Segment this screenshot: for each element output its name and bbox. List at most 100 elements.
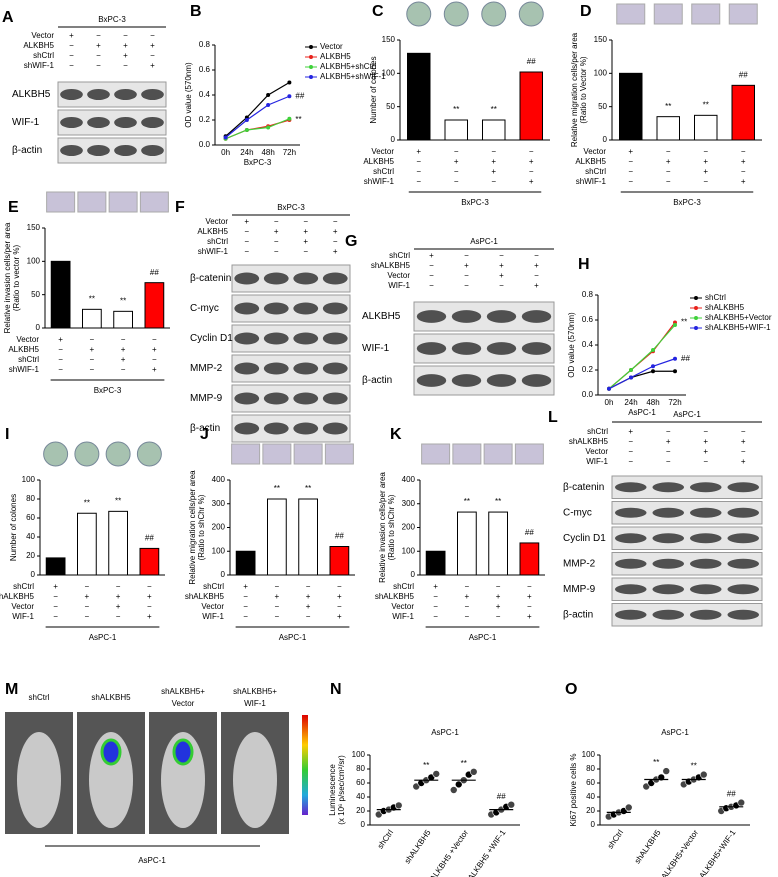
condition-sign: − [666, 147, 671, 156]
field-image [452, 443, 482, 465]
condition-sign: − [464, 251, 469, 260]
condition-sign: − [534, 251, 539, 260]
mouse-body [17, 732, 61, 828]
condition-sign: − [90, 365, 95, 374]
condition-sign: + [496, 592, 501, 601]
blot-strip [611, 526, 763, 550]
mouse-body [89, 732, 133, 828]
y-tick-label: 80 [356, 764, 365, 773]
y-tick-label: 100 [27, 256, 41, 265]
bar [77, 512, 97, 576]
y-tick-label: 50 [598, 102, 607, 111]
condition-sign: − [123, 31, 128, 40]
y-axis-label: Ki67 positive cells % [569, 754, 578, 827]
mouse-body [233, 732, 277, 828]
bar [519, 71, 543, 141]
bar [298, 498, 318, 576]
condition-name: ALKBH5 [197, 227, 228, 236]
condition-name: WIF-1 [202, 612, 224, 621]
significance: ** [491, 105, 497, 114]
significance: ** [305, 484, 311, 493]
condition-sign: − [274, 247, 279, 256]
blot-strip [611, 475, 763, 499]
y-tick-label: 0 [361, 820, 366, 829]
condition-sign: − [243, 612, 248, 621]
legend-marker [694, 326, 698, 330]
field-image [77, 191, 107, 213]
band [690, 507, 722, 518]
y-tick-label: 0.2 [582, 365, 594, 374]
bar [425, 550, 446, 576]
y-tick-label: 100 [382, 68, 396, 77]
y-tick-label: 20 [26, 551, 35, 560]
point [287, 116, 292, 121]
band [141, 117, 164, 128]
cell-line: AsPC-1 [673, 410, 701, 419]
field-image [691, 3, 721, 25]
condition-sign: − [529, 167, 534, 176]
dish-image [406, 1, 432, 27]
condition-sign: + [534, 281, 539, 290]
condition-name: shWIF-1 [198, 247, 229, 256]
condition-sign: + [741, 177, 746, 186]
bar [267, 498, 287, 576]
condition-name: Vector [391, 602, 414, 611]
band [60, 89, 83, 100]
band [486, 374, 517, 387]
band-label: β-actin [190, 423, 220, 434]
condition-sign: + [96, 41, 101, 50]
bar [656, 116, 680, 141]
y-tick-label: 20 [586, 806, 595, 815]
band-label: Cyclin D1 [563, 533, 606, 544]
condition-sign: − [333, 237, 338, 246]
condition-sign: − [53, 602, 58, 611]
point [507, 800, 516, 809]
y-tick-label: 400 [212, 475, 226, 484]
condition-name: shCtrl [203, 582, 224, 591]
condition-sign: − [244, 227, 249, 236]
condition-name: shCtrl [13, 582, 34, 591]
bar [113, 310, 133, 329]
point [266, 125, 271, 130]
condition-sign: + [150, 61, 155, 70]
bar [457, 511, 477, 576]
condition-sign: − [147, 582, 152, 591]
band [322, 422, 348, 435]
significance: ## [525, 528, 534, 537]
band [263, 392, 289, 405]
band [615, 584, 647, 595]
bar [444, 119, 468, 141]
point [432, 770, 441, 778]
significance: ** [423, 761, 429, 770]
condition-sign: − [58, 345, 63, 354]
band [690, 533, 722, 544]
condition-sign: + [147, 592, 152, 601]
bar [235, 550, 256, 576]
bar [108, 510, 128, 576]
condition-sign: − [152, 355, 157, 364]
y-tick-label: 0.6 [199, 65, 211, 74]
condition-sign: + [274, 227, 279, 236]
y-axis-label: (Ratio to shChr %) [197, 494, 206, 560]
image-label: WIF-1 [244, 699, 266, 708]
condition-sign: + [465, 592, 470, 601]
condition-name: WIF-1 [586, 457, 608, 466]
y-axis-label: OD value (570nm) [567, 312, 576, 378]
point [673, 323, 677, 327]
band [293, 332, 319, 345]
point [454, 780, 463, 789]
y-axis-label: Relative migration cells/per area [570, 32, 579, 147]
condition-sign: − [121, 365, 126, 374]
band [263, 302, 289, 315]
band [60, 145, 83, 156]
y-tick-label: 200 [212, 523, 226, 532]
y-tick-label: 0 [36, 323, 41, 332]
point [449, 786, 458, 794]
band-label: β-actin [362, 375, 392, 386]
condition-sign: − [96, 61, 101, 70]
condition-sign: − [465, 602, 470, 611]
band-label: ALKBH5 [12, 89, 51, 100]
y-tick-label: 200 [402, 523, 416, 532]
band [690, 609, 722, 620]
condition-name: shWIF-1 [9, 365, 40, 374]
